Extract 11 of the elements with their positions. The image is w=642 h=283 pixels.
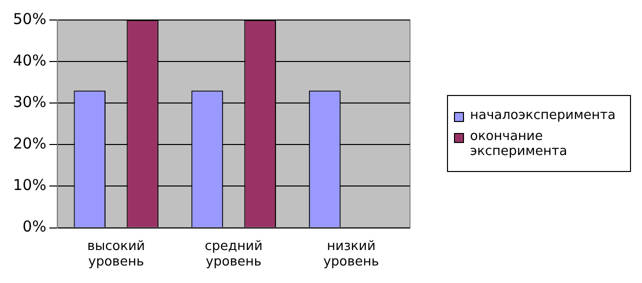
y-tick-label: 20% <box>12 134 46 153</box>
x-tick-label: высокий уровень <box>87 238 146 270</box>
legend-label: началоэксперимента <box>470 108 616 123</box>
y-tick-label: 40% <box>12 51 46 70</box>
y-tick-label: 10% <box>12 176 46 194</box>
legend-label: окончание эксперимента <box>470 129 568 159</box>
y-tick-label: 50% <box>12 10 46 28</box>
x-tick-label: средний уровень <box>204 238 263 270</box>
y-tick-label: 0% <box>22 218 46 236</box>
x-tick-label: низкий уровень <box>323 238 380 270</box>
y-tick-label: 30% <box>12 93 46 112</box>
